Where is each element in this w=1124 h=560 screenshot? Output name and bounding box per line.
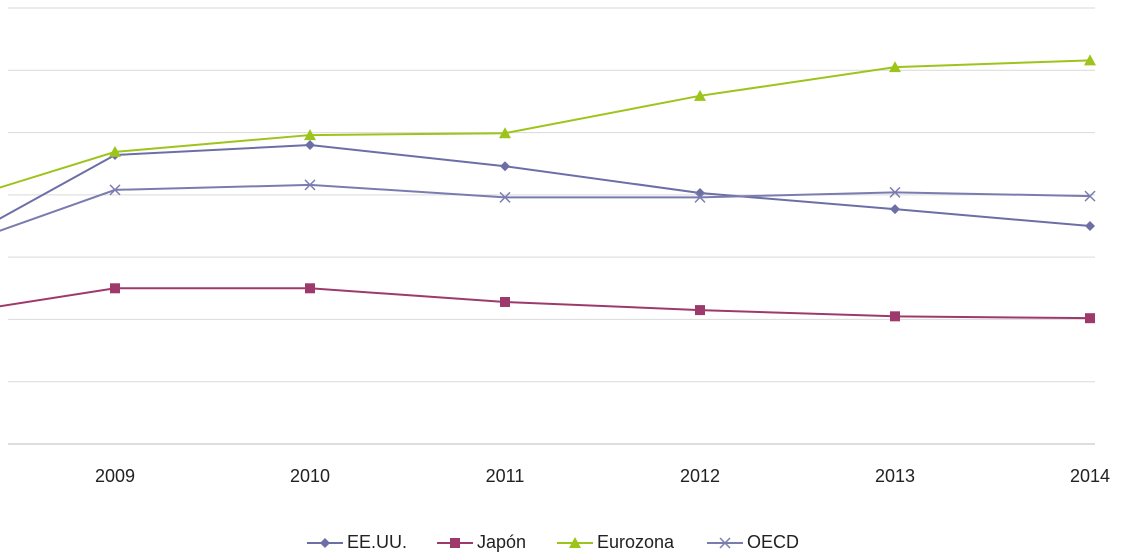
marker [304, 179, 316, 191]
marker [695, 305, 705, 316]
marker [1084, 190, 1096, 202]
legend-label: OECD [747, 532, 799, 552]
legend-label: Japón [477, 532, 526, 552]
series-line [0, 287, 1091, 320]
marker [304, 129, 316, 141]
marker [890, 204, 900, 215]
x-tick-label: 2014 [1070, 466, 1110, 486]
legend-marker [450, 538, 460, 548]
legend-marker [719, 537, 731, 549]
series-line [0, 144, 1091, 227]
x-tick-label: 2013 [875, 466, 915, 486]
legend-label: Eurozona [597, 532, 675, 552]
marker [500, 161, 510, 172]
marker [890, 311, 900, 322]
x-tick-label: 2009 [95, 466, 135, 486]
marker [499, 191, 511, 203]
legend-marker [569, 537, 581, 548]
marker [1085, 221, 1095, 231]
legend-marker [320, 538, 330, 548]
marker [305, 283, 315, 294]
marker [109, 145, 121, 157]
legend-label: EE.UU. [347, 532, 407, 552]
marker [694, 89, 706, 101]
marker [889, 186, 901, 198]
marker [889, 61, 901, 73]
x-tick-label: 2011 [486, 466, 525, 486]
series-line [0, 183, 1091, 232]
marker [109, 184, 121, 196]
marker [500, 296, 510, 307]
marker [499, 127, 511, 139]
marker [694, 191, 706, 203]
x-tick-label: 2012 [680, 466, 720, 486]
marker [110, 283, 120, 294]
marker [1084, 54, 1096, 66]
marker [1085, 313, 1095, 324]
marker [305, 140, 315, 151]
x-tick-label: 2010 [290, 466, 330, 486]
